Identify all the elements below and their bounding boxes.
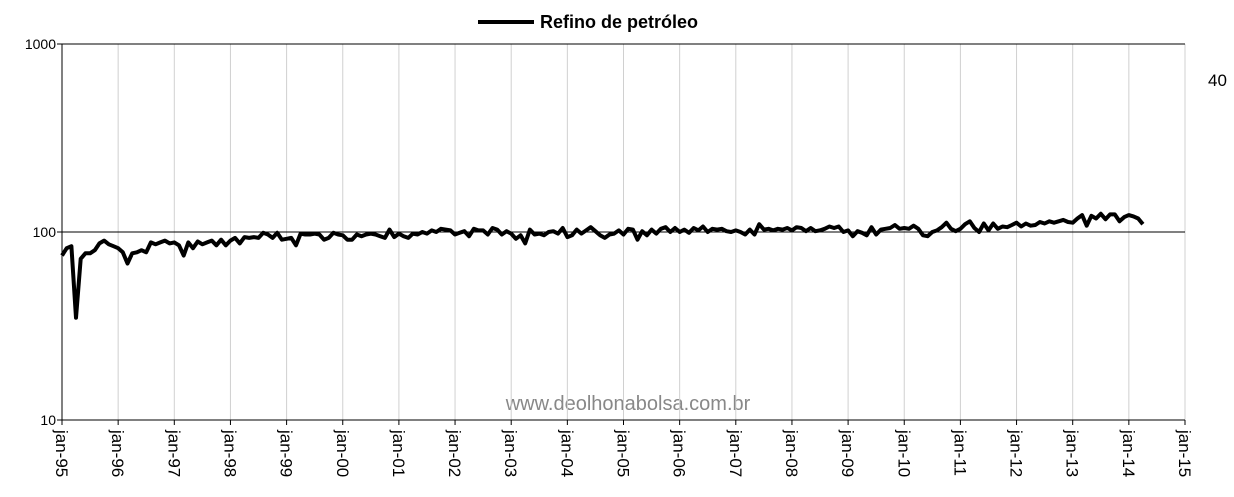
series-line (60, 211, 1145, 320)
x-tick-label: jan-06 (670, 429, 689, 477)
x-tick-label: jan-14 (1119, 429, 1138, 477)
x-tick-label: jan-15 (1175, 429, 1194, 477)
x-tick-label: jan-99 (277, 429, 296, 477)
x-tick-label: jan-12 (1007, 429, 1026, 477)
x-tick-label: jan-07 (726, 429, 745, 477)
watermark: www.deolhonabolsa.com.br (505, 393, 751, 415)
x-tick-label: jan-98 (220, 429, 239, 477)
x-tick-label: jan-00 (333, 429, 352, 477)
y-tick-label: 1000 (25, 36, 56, 52)
y-tick-label: 10 (40, 412, 56, 428)
x-tick-label: jan-08 (782, 429, 801, 477)
annotation: 40 (1208, 71, 1227, 90)
x-tick-label: jan-13 (1063, 429, 1082, 477)
x-tick-label: jan-01 (389, 429, 408, 477)
x-tick-label: jan-96 (108, 429, 127, 477)
x-tick-label: jan-05 (614, 429, 633, 477)
x-tick-label: jan-11 (950, 429, 969, 476)
legend-label: Refino de petróleo (540, 12, 698, 32)
x-tick-label: jan-97 (164, 429, 183, 477)
x-tick-label: jan-02 (445, 429, 464, 477)
x-tick-label: jan-04 (557, 429, 576, 477)
x-tick-label: jan-09 (838, 429, 857, 477)
x-tick-label: jan-10 (894, 429, 913, 477)
x-tick-label: jan-03 (501, 429, 520, 477)
y-tick-label: 100 (33, 224, 57, 240)
x-tick-label: jan-95 (52, 429, 71, 477)
